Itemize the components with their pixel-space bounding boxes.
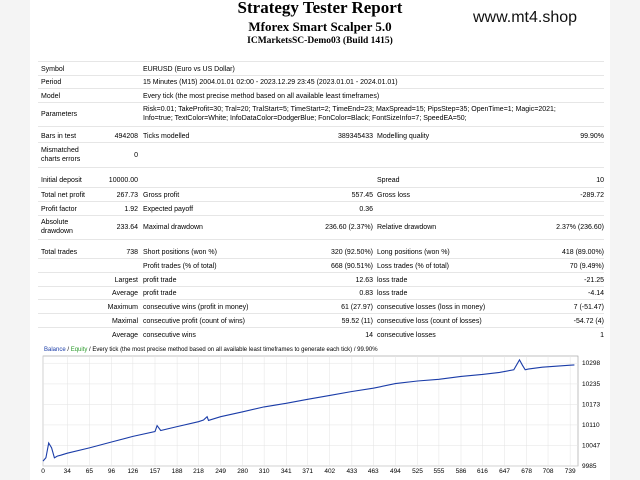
y-tick-label: 10298 (582, 360, 600, 367)
y-tick-label: 9985 (582, 463, 597, 470)
x-tick-label: 126 (127, 468, 138, 474)
expert-name: Mforex Smart Scalper 5.0 (248, 19, 392, 34)
legend-equity: Equity (70, 347, 88, 353)
x-tick-label: 494 (390, 468, 401, 474)
balance-chart: 10298 10235 10173 10110 10047 9985 0 34 65 96 126 1… (40, 346, 610, 474)
x-tick-label: 586 (456, 468, 467, 474)
x-tick-label: 218 (193, 468, 204, 474)
server-build: ICMarketsSC-Demo03 (Build 1415) (247, 36, 393, 46)
report-title: Strategy Tester Report (237, 0, 403, 17)
legend-balance: Balance (44, 347, 66, 353)
y-tick-label: 10047 (582, 443, 600, 450)
x-tick-label: 616 (477, 468, 488, 474)
x-tick-label: 708 (543, 468, 554, 474)
x-tick-label: 249 (215, 468, 226, 474)
x-tick-label: 402 (324, 468, 335, 474)
x-tick-label: 280 (237, 468, 248, 474)
site-watermark: www.mt4.shop (473, 9, 578, 26)
y-tick-label: 10173 (582, 401, 600, 408)
x-tick-label: 739 (565, 468, 576, 474)
x-tick-label: 96 (108, 468, 116, 474)
x-tick-label: 433 (346, 468, 357, 474)
x-tick-label: 371 (302, 468, 313, 474)
chart-legend: Balance / Equity / Every tick (the most … (44, 347, 378, 353)
x-tick-label: 463 (368, 468, 379, 474)
balance-line (42, 358, 575, 462)
x-tick-label: 65 (86, 468, 94, 474)
report-page: Strategy Tester Report Mforex Smart Scal… (30, 0, 610, 480)
x-tick-label: 341 (281, 468, 292, 474)
x-tick-label: 34 (64, 468, 72, 474)
x-tick-label: 647 (499, 468, 510, 474)
x-tick-label: 525 (412, 468, 423, 474)
y-tick-label: 10235 (582, 381, 600, 388)
x-tick-label: 188 (172, 468, 183, 474)
x-tick-label: 157 (150, 468, 161, 474)
x-tick-label: 310 (259, 468, 270, 474)
balance-chart-svg: 10298 10235 10173 10110 10047 9985 0 34 65 96 126 1… (41, 355, 600, 474)
mismatch-value: 0 (134, 152, 138, 159)
y-tick-label: 10110 (582, 422, 600, 429)
x-tick-label: 678 (521, 468, 532, 474)
x-tick-label: 555 (433, 468, 444, 474)
x-tick-label: 0 (41, 468, 45, 474)
plot-area (42, 355, 579, 467)
